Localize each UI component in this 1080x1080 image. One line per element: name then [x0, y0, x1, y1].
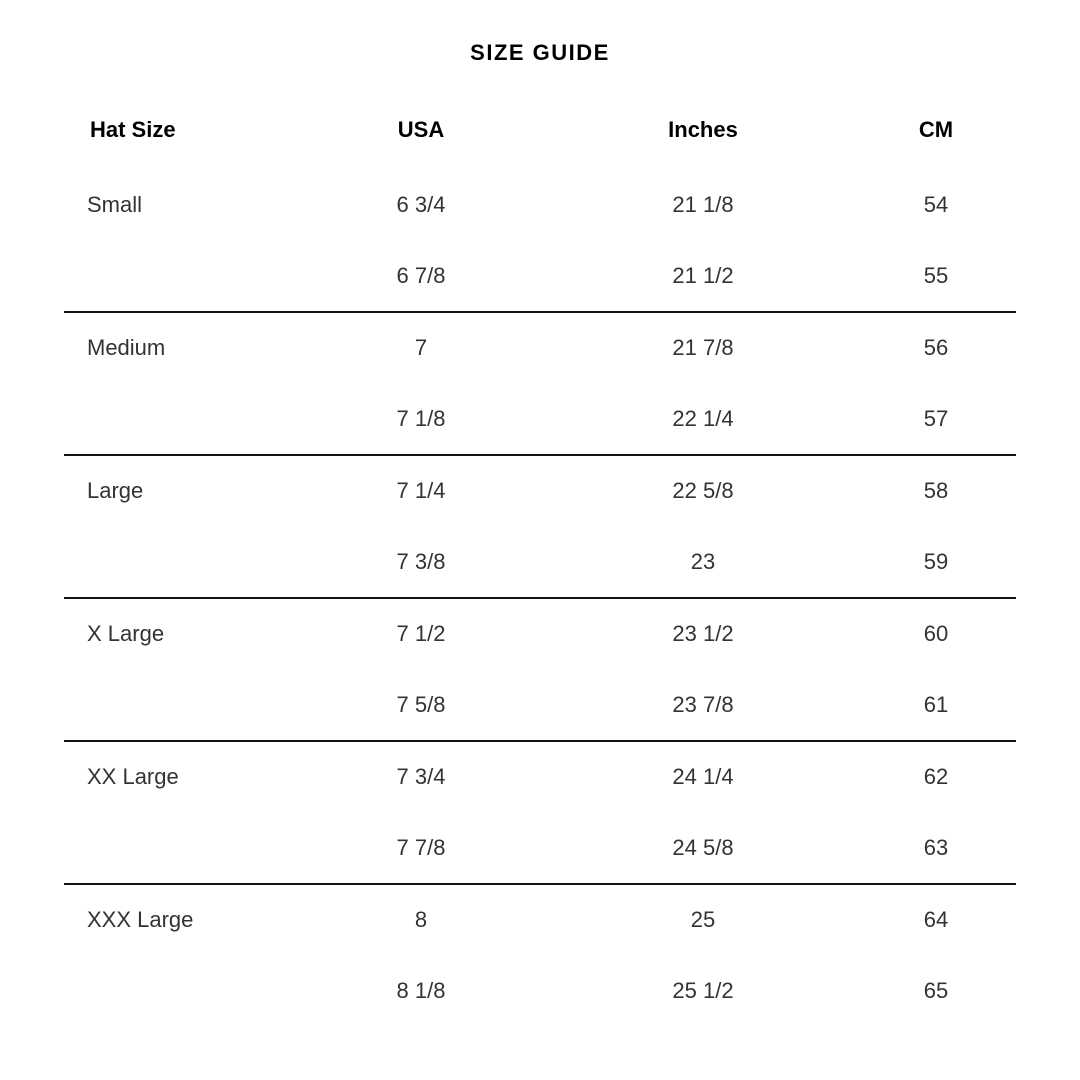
cm-cell: 63: [923, 835, 949, 860]
size-group: X Large 7 1/2 23 1/2 60 7 5/8 23 7/8 61: [64, 599, 1016, 742]
size-group: Small 6 3/4 21 1/8 54 6 7/8 21 1/2 55: [64, 170, 1016, 313]
table-row: Medium 7 21 7/8 56: [64, 313, 1016, 384]
hat-size-cell: Large: [87, 478, 144, 503]
cm-cell: 55: [923, 263, 949, 288]
inches-cell: 24 5/8: [672, 835, 734, 860]
table-row: 7 5/8 23 7/8 61: [64, 670, 1016, 741]
table-row: XXX Large 8 25 64: [64, 885, 1016, 956]
size-group: XX Large 7 3/4 24 1/4 62 7 7/8 24 5/8 63: [64, 742, 1016, 885]
inches-cell: 21 1/2: [672, 263, 734, 288]
usa-cell: 8 1/8: [396, 978, 446, 1003]
cm-cell: 62: [923, 764, 949, 789]
cm-cell: 65: [923, 978, 949, 1003]
cm-cell: 64: [923, 907, 949, 932]
cm-cell: 54: [923, 192, 949, 217]
inches-cell: 23 7/8: [672, 692, 734, 717]
table-row: 6 7/8 21 1/2 55: [64, 241, 1016, 312]
inches-cell: 25 1/2: [672, 978, 734, 1003]
inches-cell: 22 1/4: [672, 406, 734, 431]
table-row: Small 6 3/4 21 1/8 54: [64, 170, 1016, 241]
table-row: X Large 7 1/2 23 1/2 60: [64, 599, 1016, 670]
inches-cell: 23: [690, 549, 716, 574]
table-row: 7 1/8 22 1/4 57: [64, 384, 1016, 455]
cm-cell: 57: [923, 406, 949, 431]
cm-cell: 56: [923, 335, 949, 360]
usa-cell: 8: [414, 907, 428, 932]
inches-cell: 21 7/8: [672, 335, 734, 360]
usa-cell: 7: [414, 335, 428, 360]
cm-cell: 59: [923, 549, 949, 574]
header-cm: CM: [918, 117, 954, 142]
usa-cell: 7 7/8: [396, 835, 446, 860]
usa-cell: 7 3/4: [396, 764, 446, 789]
hat-size-cell: X Large: [87, 621, 165, 646]
table-row: 7 3/8 23 59: [64, 527, 1016, 598]
hat-size-cell: XX Large: [87, 764, 179, 789]
usa-cell: 6 3/4: [396, 192, 446, 217]
hat-size-cell: Medium: [87, 335, 166, 360]
cm-cell: 60: [923, 621, 949, 646]
table-row: Large 7 1/4 22 5/8 58: [64, 456, 1016, 527]
inches-cell: 22 5/8: [672, 478, 734, 503]
inches-cell: 23 1/2: [672, 621, 734, 646]
usa-cell: 7 5/8: [396, 692, 446, 717]
cm-cell: 58: [923, 478, 949, 503]
size-group: XXX Large 8 25 64 8 1/8 25 1/2 65: [64, 885, 1016, 1026]
cm-cell: 61: [923, 692, 949, 717]
header-hat-size: Hat Size: [90, 117, 176, 142]
header-inches: Inches: [668, 117, 738, 142]
inches-cell: 24 1/4: [672, 764, 734, 789]
inches-cell: 25: [690, 907, 716, 932]
hat-size-cell: Small: [87, 192, 143, 217]
inches-cell: 21 1/8: [672, 192, 734, 217]
usa-cell: 7 1/4: [396, 478, 446, 503]
usa-cell: 6 7/8: [396, 263, 446, 288]
table-row: 8 1/8 25 1/2 65: [64, 956, 1016, 1027]
usa-cell: 7 1/2: [396, 621, 446, 646]
header-usa: USA: [397, 117, 445, 142]
hat-size-cell: XXX Large: [87, 907, 194, 932]
size-group: Medium 7 21 7/8 56 7 1/8 22 1/4 57: [64, 313, 1016, 456]
size-group: Large 7 1/4 22 5/8 58 7 3/8 23 59: [64, 456, 1016, 599]
size-table: Small 6 3/4 21 1/8 54 6 7/8 21 1/2 55 Medium 7 21…: [64, 170, 1016, 1026]
page-title: SIZE GUIDE: [470, 40, 610, 65]
usa-cell: 7 1/8: [396, 406, 446, 431]
usa-cell: 7 3/8: [396, 549, 446, 574]
table-row: 7 7/8 24 5/8 63: [64, 813, 1016, 884]
table-row: XX Large 7 3/4 24 1/4 62: [64, 742, 1016, 813]
